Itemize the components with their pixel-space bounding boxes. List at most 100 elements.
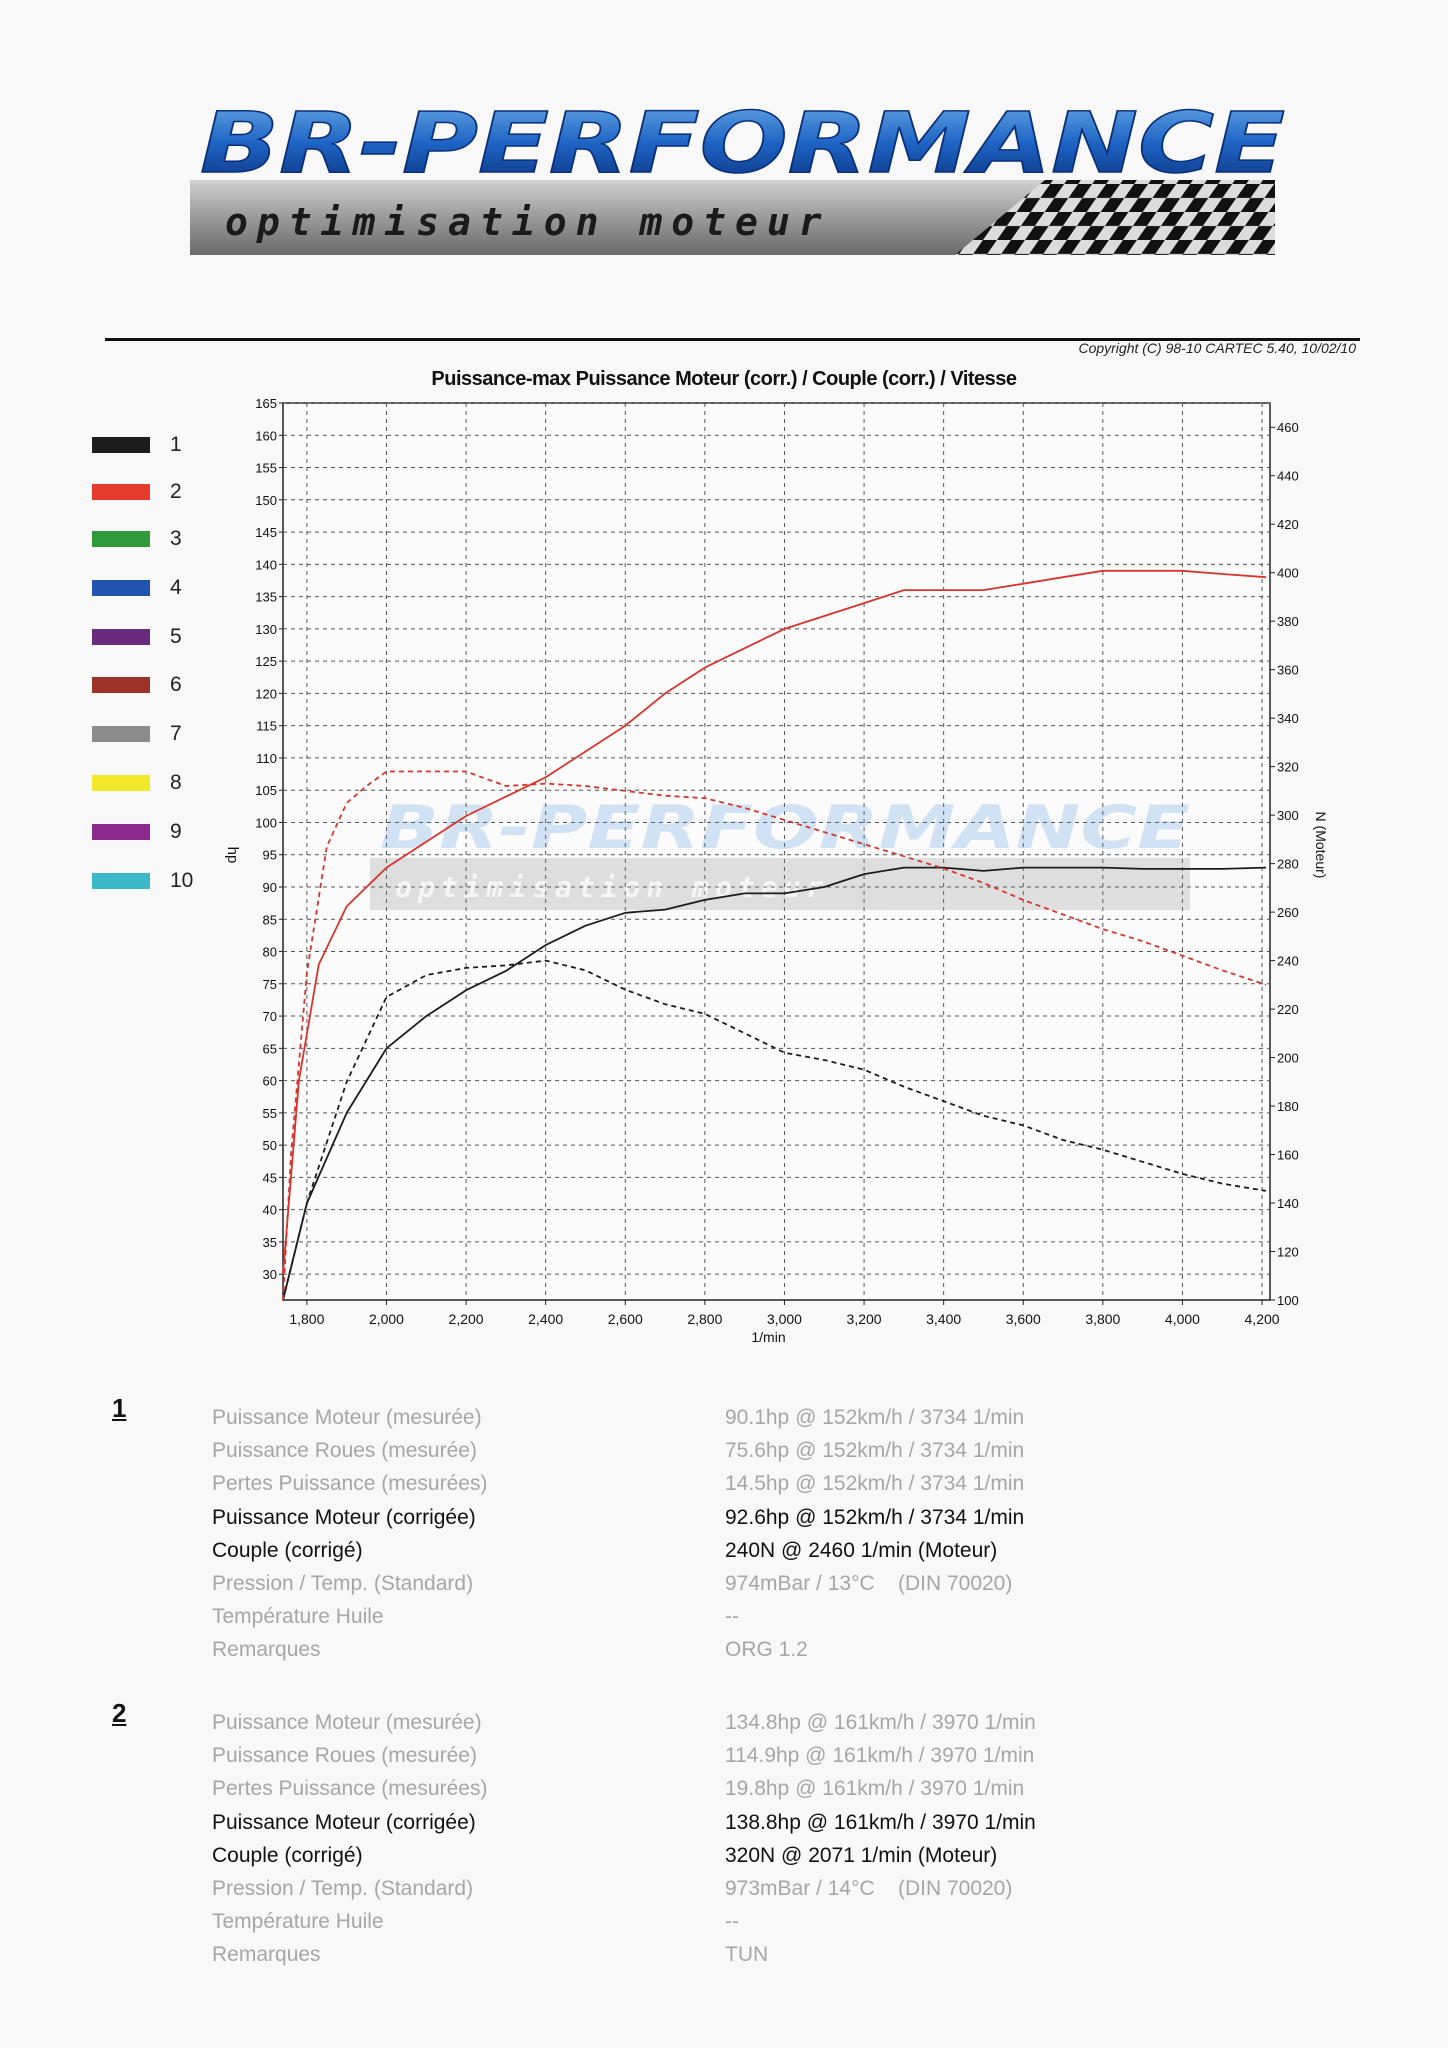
result-label: Remarques	[212, 1943, 321, 1966]
series-line-3	[282, 959, 1267, 1301]
result-label: Pertes Puissance (mesurées)	[212, 1472, 488, 1495]
legend-swatch	[92, 484, 150, 500]
y2-tick-label: 360	[1277, 663, 1299, 678]
result-number: 2	[112, 1698, 127, 1728]
y-tick-label: 80	[263, 945, 277, 960]
result-label: Pression / Temp. (Standard)	[212, 1877, 474, 1900]
legend-swatch	[92, 824, 150, 840]
result-number: 1	[112, 1393, 127, 1423]
result-value: 240N @ 2460 1/min (Moteur)	[725, 1539, 998, 1562]
checkered-flag	[955, 180, 1275, 255]
y2-axis-label: N (Moteur)	[1313, 812, 1329, 879]
result-label: Puissance Roues (mesurée)	[212, 1439, 477, 1462]
y2-tick-label: 100	[1277, 1293, 1299, 1308]
result-label: Puissance Moteur (mesurée)	[212, 1711, 482, 1734]
x-tick-label: 4,000	[1165, 1311, 1200, 1327]
legend-number: 10	[170, 869, 194, 892]
result-value: 320N @ 2071 1/min (Moteur)	[725, 1844, 998, 1867]
watermark-bar	[370, 858, 1190, 910]
legend-number: 6	[170, 673, 182, 696]
y2-tick-label: 200	[1277, 1051, 1299, 1066]
y2-tick-label: 140	[1277, 1196, 1299, 1211]
y2-tick-label: 460	[1277, 420, 1299, 435]
watermark-title: BR-PERFORMANCE	[380, 793, 1190, 863]
result-label: Puissance Moteur (corrigée)	[212, 1506, 476, 1529]
x-tick-label: 2,000	[369, 1311, 404, 1327]
y2-tick-label: 440	[1277, 469, 1299, 484]
legend-number: 7	[170, 722, 182, 745]
y2-tick-label: 220	[1277, 1002, 1299, 1017]
result-value: 90.1hp @ 152km/h / 3734 1/min	[725, 1406, 1025, 1429]
legend-number: 1	[170, 433, 182, 456]
y-tick-label: 90	[263, 880, 277, 895]
series-line-4	[282, 770, 1267, 1301]
logo-subtitle: optimisation moteur	[225, 200, 831, 244]
y-tick-label: 85	[263, 912, 277, 927]
result-value: 92.6hp @ 152km/h / 3734 1/min	[725, 1506, 1025, 1529]
result-label: Puissance Moteur (mesurée)	[212, 1406, 482, 1429]
legend-number: 9	[170, 820, 182, 843]
y-tick-label: 70	[263, 1009, 277, 1024]
copyright: Copyright (C) 98-10 CARTEC 5.40, 10/02/1…	[1078, 340, 1356, 356]
y2-tick-label: 400	[1277, 566, 1299, 581]
y2-tick-label: 260	[1277, 905, 1299, 920]
legend-swatch	[92, 580, 150, 596]
y-tick-label: 100	[255, 815, 277, 830]
result-value: 973mBar / 14°C (DIN 70020)	[725, 1877, 1013, 1900]
result-value: --	[725, 1605, 739, 1628]
result-value: ORG 1.2	[725, 1638, 808, 1661]
legend-swatch	[92, 531, 150, 547]
x-axis-label: 1/min	[751, 1329, 785, 1345]
series-line-2	[282, 569, 1267, 1275]
y-axis-label: hp	[224, 847, 241, 864]
legend-number: 2	[170, 480, 182, 503]
watermark-subtitle: optimisation moteur	[395, 871, 829, 904]
y2-tick-label: 420	[1277, 517, 1299, 532]
y-tick-label: 110	[256, 751, 277, 766]
y-tick-label: 130	[255, 622, 277, 637]
result-label: Pression / Temp. (Standard)	[212, 1572, 474, 1595]
result-value: 974mBar / 13°C (DIN 70020)	[725, 1572, 1013, 1595]
x-tick-label: 3,800	[1085, 1311, 1120, 1327]
y-tick-label: 75	[263, 977, 277, 992]
result-value: 19.8hp @ 161km/h / 3970 1/min	[725, 1777, 1025, 1800]
y2-tick-label: 380	[1277, 614, 1299, 629]
y-tick-label: 135	[255, 590, 277, 605]
br-performance-logo: BR-PERFORMANCE optimisation moteur	[190, 100, 1286, 255]
y-tick-label: 140	[255, 557, 277, 572]
chart-title: Puissance-max Puissance Moteur (corr.) /…	[431, 368, 1017, 390]
result-label: Température Huile	[212, 1910, 384, 1933]
y2-tick-label: 300	[1277, 808, 1299, 823]
x-tick-label: 2,200	[449, 1311, 484, 1327]
dyno-chart: 30 35 40 45 50 55 60 65 70 75 80 85 90 95 100 105 110 115…	[224, 396, 1329, 1345]
y-tick-label: 60	[263, 1074, 277, 1089]
y-tick-label: 150	[255, 493, 277, 508]
result-label: Couple (corrigé)	[212, 1539, 363, 1562]
y-tick-label: 35	[263, 1235, 277, 1250]
header-rule	[105, 338, 1360, 341]
y2-tick-label: 120	[1277, 1245, 1299, 1260]
x-tick-label: 3,400	[926, 1311, 961, 1327]
y-tick-label: 120	[255, 686, 277, 701]
result-label: Remarques	[212, 1638, 321, 1661]
y2-tick-label: 160	[1277, 1148, 1299, 1163]
legend-swatch	[92, 726, 150, 742]
x-tick-label: 3,600	[1006, 1311, 1041, 1327]
y-tick-label: 160	[255, 428, 277, 443]
y-tick-label: 155	[255, 461, 277, 476]
legend-swatch	[92, 437, 150, 453]
y-tick-label: 115	[256, 719, 277, 734]
y2-tick-label: 340	[1277, 711, 1299, 726]
y2-tick-label: 240	[1277, 954, 1299, 969]
x-tick-label: 4,200	[1245, 1311, 1280, 1327]
y-tick-label: 165	[255, 396, 277, 411]
x-tick-label: 1,800	[289, 1311, 324, 1327]
legend-number: 4	[170, 576, 182, 599]
legend-swatch	[92, 629, 150, 645]
y-tick-label: 95	[263, 848, 277, 863]
y2-tick-label: 320	[1277, 760, 1299, 775]
y-tick-label: 145	[255, 525, 277, 540]
legend-swatch	[92, 873, 150, 889]
legend-swatch	[92, 677, 150, 693]
y2-tick-label: 280	[1277, 857, 1299, 872]
